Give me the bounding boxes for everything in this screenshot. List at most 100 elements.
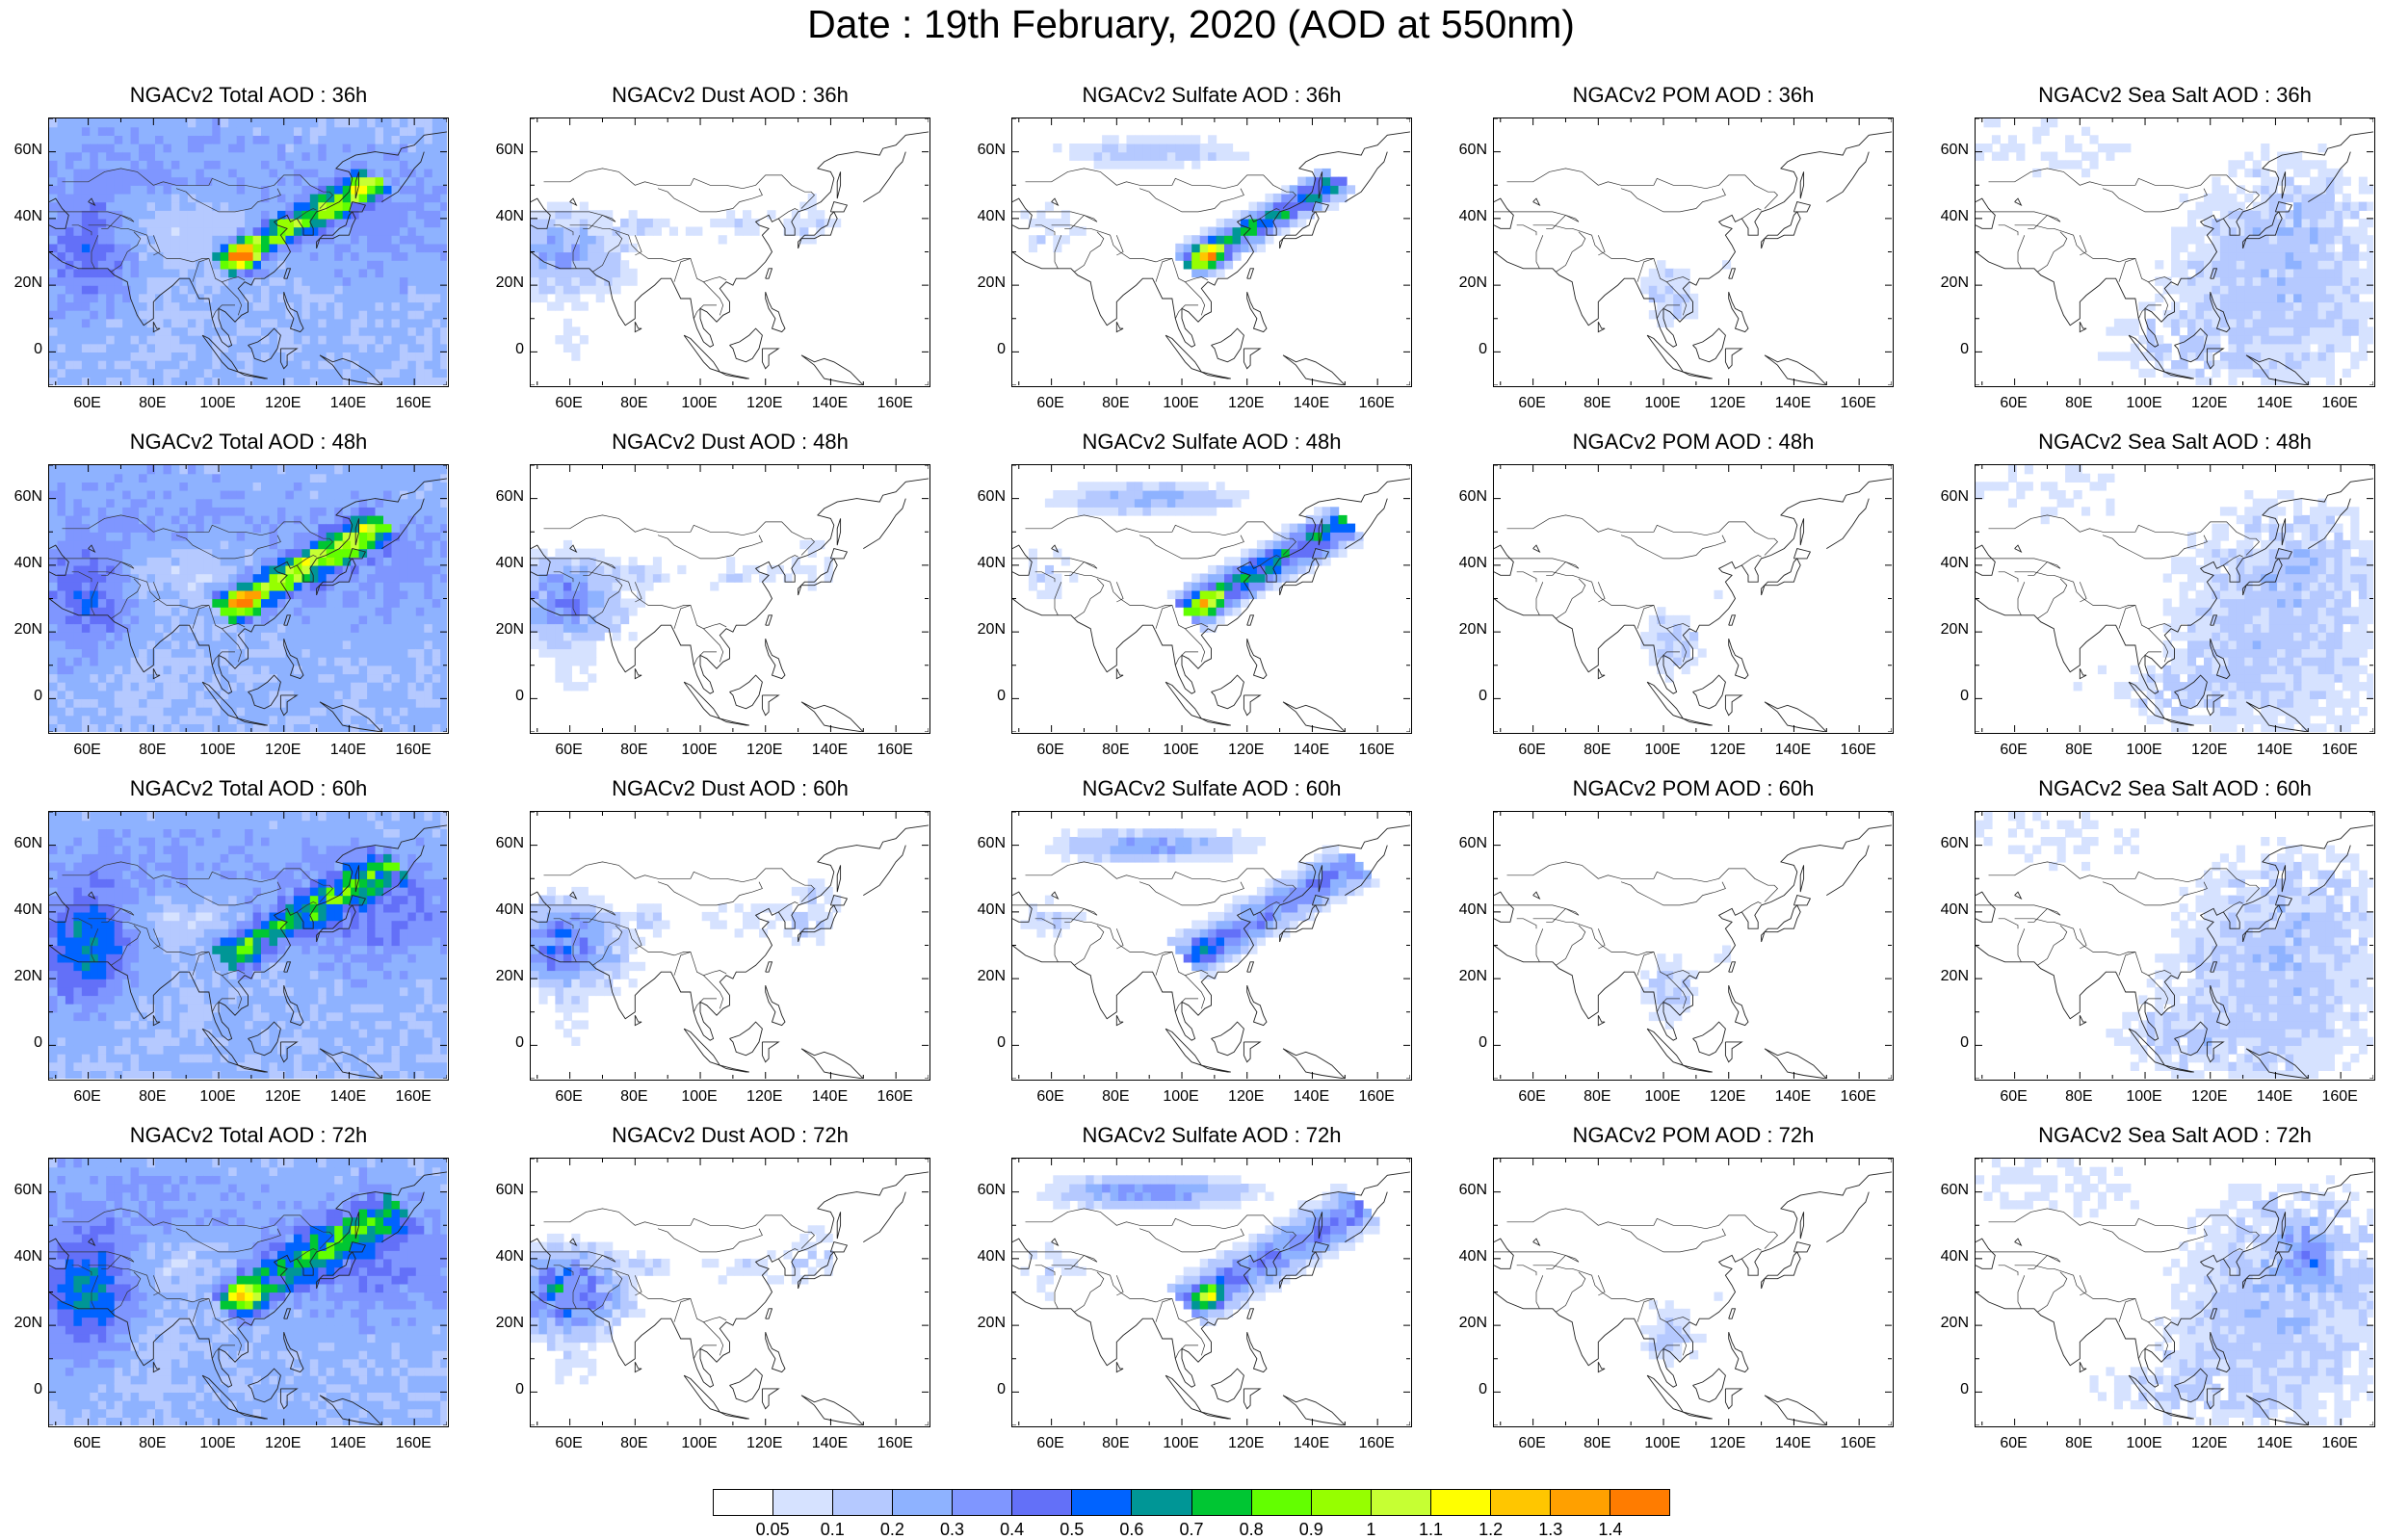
aod-cell xyxy=(2171,360,2180,369)
aod-cell xyxy=(424,335,432,344)
aod-cell xyxy=(1689,294,1698,302)
aod-cell xyxy=(73,244,82,252)
aod-cell xyxy=(294,490,302,499)
aod-cell xyxy=(106,474,115,483)
aod-cell xyxy=(98,549,107,558)
aod-cell xyxy=(588,574,596,583)
aod-cell xyxy=(188,499,196,508)
aod-cell xyxy=(432,244,441,252)
aod-cell xyxy=(432,260,441,269)
aod-cell xyxy=(383,507,392,515)
aod-cell xyxy=(261,169,270,177)
aod-cell xyxy=(204,507,213,515)
aod-cell xyxy=(1191,252,1200,261)
aod-cell xyxy=(115,260,123,269)
aod-cell xyxy=(228,723,237,732)
aod-cell xyxy=(637,599,645,608)
aod-cell xyxy=(164,177,172,186)
aod-cell xyxy=(400,210,408,219)
aod-cell xyxy=(596,565,605,574)
aod-cell xyxy=(392,648,401,657)
aod-cell xyxy=(171,210,180,219)
aod-cell xyxy=(2269,277,2278,286)
aod-cell xyxy=(98,301,107,310)
aod-cell xyxy=(106,227,115,236)
aod-cell xyxy=(367,219,376,227)
aod-cell xyxy=(571,269,580,277)
aod-cell xyxy=(343,235,352,244)
aod-cell xyxy=(1175,144,1184,152)
coastline xyxy=(1800,171,1803,198)
aod-cell xyxy=(65,244,74,252)
aod-cell xyxy=(351,118,359,127)
aod-cell xyxy=(2204,377,2212,385)
aod-cell xyxy=(98,185,107,194)
aod-cell xyxy=(139,326,147,335)
aod-cell xyxy=(98,219,107,227)
aod-cell xyxy=(212,540,221,549)
aod-cell xyxy=(115,244,123,252)
aod-cell xyxy=(155,599,164,608)
aod-cell xyxy=(131,666,140,674)
aod-cell xyxy=(204,474,213,483)
aod-cell xyxy=(416,377,425,385)
aod-cell xyxy=(407,185,416,194)
aod-cell xyxy=(2171,319,2180,327)
aod-cell xyxy=(2302,227,2311,236)
aod-cell xyxy=(383,144,392,152)
x-tick-label: 160E xyxy=(866,742,924,759)
aod-cell xyxy=(49,607,58,615)
aod-cell xyxy=(2244,301,2253,310)
aod-cell xyxy=(139,507,147,515)
aod-cell xyxy=(531,549,539,558)
aod-cell xyxy=(253,135,262,144)
aod-cell xyxy=(179,632,188,640)
aod-cell xyxy=(359,666,368,674)
aod-cell xyxy=(1224,152,1233,161)
aod-cell xyxy=(2326,227,2335,236)
aod-cell xyxy=(359,244,368,252)
aod-cell xyxy=(327,482,335,490)
aod-cell xyxy=(98,360,107,369)
aod-cell xyxy=(555,574,563,583)
aod-cell xyxy=(253,515,262,524)
aod-cell xyxy=(131,344,140,352)
aod-cell xyxy=(1102,144,1111,152)
aod-cell xyxy=(2326,360,2335,369)
aod-cell xyxy=(400,707,408,716)
aod-cell xyxy=(318,666,327,674)
aod-cell xyxy=(179,691,188,699)
aod-cell xyxy=(122,377,131,385)
aod-cell xyxy=(2261,235,2269,244)
aod-cell xyxy=(237,682,246,691)
aod-cell xyxy=(58,360,66,369)
aod-cell xyxy=(301,285,310,294)
aod-cell xyxy=(416,707,425,716)
aod-cell xyxy=(188,202,196,211)
aod-cell xyxy=(407,532,416,540)
aod-cell xyxy=(555,624,563,633)
aod-cell xyxy=(440,565,447,574)
aod-cell xyxy=(604,244,613,252)
aod-cell xyxy=(407,144,416,152)
aod-cell xyxy=(424,698,432,707)
aod-cell xyxy=(1208,152,1217,161)
aod-cell xyxy=(2244,269,2253,277)
aod-cell xyxy=(383,344,392,352)
panel-title: NGACv2 Dust AOD : 36h xyxy=(530,83,930,108)
aod-cell xyxy=(131,369,140,378)
aod-cell xyxy=(122,360,131,369)
aod-cell xyxy=(367,360,376,369)
aod-cell xyxy=(82,632,91,640)
aod-cell xyxy=(588,244,596,252)
aod-cell xyxy=(392,219,401,227)
aod-cell xyxy=(65,294,74,302)
aod-cell xyxy=(212,607,221,615)
aod-cell xyxy=(563,244,572,252)
aod-cell xyxy=(580,657,589,666)
aod-field-map xyxy=(1976,118,2373,385)
aod-cell xyxy=(58,335,66,344)
aod-cell xyxy=(212,474,221,483)
aod-cell xyxy=(799,540,808,549)
aod-cell xyxy=(2326,335,2335,344)
